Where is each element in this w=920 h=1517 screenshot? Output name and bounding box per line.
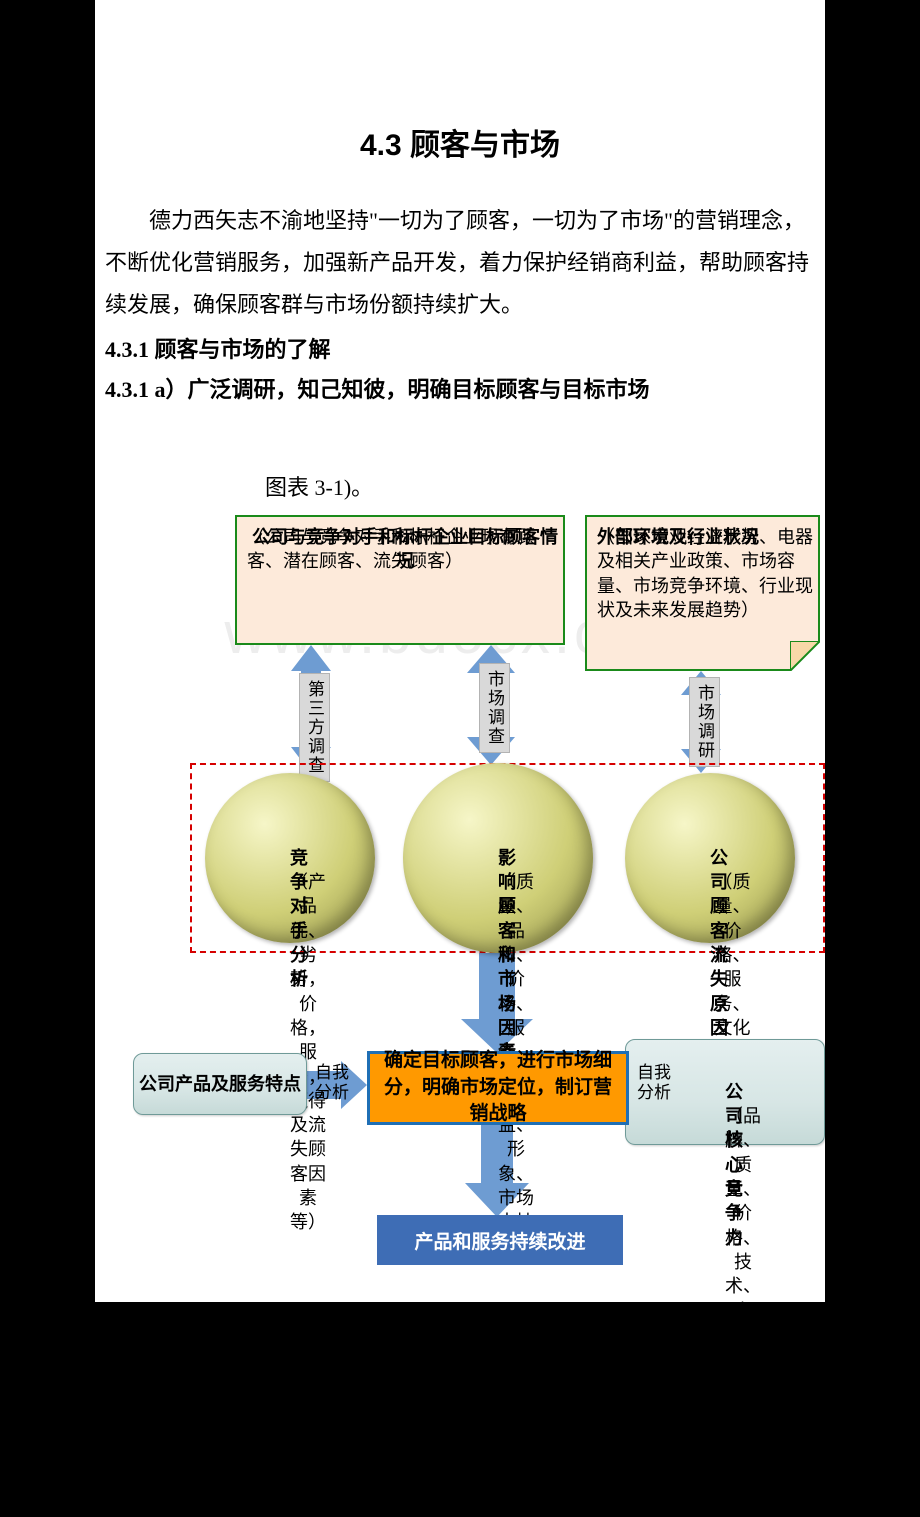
- box-environment: 外部环境及行业状况 （国家宏观经济形势、电器及相关产业政策、市场容量、市场竞争环…: [585, 515, 820, 671]
- subsection-4-3-1: 4.3.1 顾客与市场的了解: [105, 332, 331, 364]
- box-strategy-decision: 确定目标顾客，进行市场细分，明确市场定位，制订营销战略: [367, 1051, 629, 1125]
- flowchart-diagram: 公司与竞争对手和标杆企业目标顾客情况 （公司与竞争对手和标杆企业现有顾客、潜在顾…: [95, 505, 825, 1285]
- circle-3-body: （质量、价格、服务、文化等）。: [710, 870, 755, 1064]
- box-top-left-body: （公司与竞争对手和标杆企业现有顾客、潜在顾客、流失顾客）: [247, 525, 563, 574]
- circle-loss-analysis: 公司顾客流失原因分析 （质量、价格、服务、文化等）。: [625, 773, 795, 943]
- subsection-4-3-1-a: 4.3.1 a）广泛调研，知己知彼，明确目标顾客与目标市场: [105, 372, 650, 404]
- label-self-analysis-left: 自我分析: [315, 1063, 355, 1104]
- document-page: 4.3 顾客与市场 德力西矢志不渝地坚持"一切为了顾客，一切为了市场"的营销理念…: [95, 0, 825, 1302]
- figure-caption: 图表 3-1)。: [265, 470, 373, 502]
- intro-paragraph: 德力西矢志不渝地坚持"一切为了顾客，一切为了市场"的营销理念，不断优化营销服务，…: [105, 200, 815, 325]
- folded-corner-icon: [790, 641, 820, 671]
- label-self-analysis-right: 自我分析: [637, 1063, 677, 1104]
- box-competitor-customers: 公司与竞争对手和标杆企业目标顾客情况 （公司与竞争对手和标杆企业现有顾客、潜在顾…: [235, 515, 565, 645]
- box-continuous-improvement: 产品和服务持续改进: [377, 1215, 623, 1265]
- circle-competitor-analysis: 竞争对手分析 （产品优、劣势，价格，服务，赢得及流失顾客因素等）: [205, 773, 375, 943]
- teal-right-body: （品牌、质量、价格、技术、文化、人才、营销网络、服务等）: [725, 1104, 761, 1517]
- vlabel-market-survey: 市场调查: [479, 663, 510, 753]
- teal-left-title: 公司产品及服务特点: [139, 1072, 301, 1096]
- section-title: 4.3 顾客与市场: [95, 120, 825, 164]
- box-top-right-body: （国家宏观经济形势、电器及相关产业政策、市场容量、市场竞争环境、行业现状及未来发…: [597, 525, 818, 622]
- box-product-features: 公司产品及服务特点: [133, 1053, 307, 1115]
- circle-factor-analysis: 影响顾客和市场因素分析 （质量、品牌、价格、服务、经销商利益、形象、市场支持等）: [403, 763, 593, 953]
- vlabel-market-research: 市场调研: [689, 677, 720, 767]
